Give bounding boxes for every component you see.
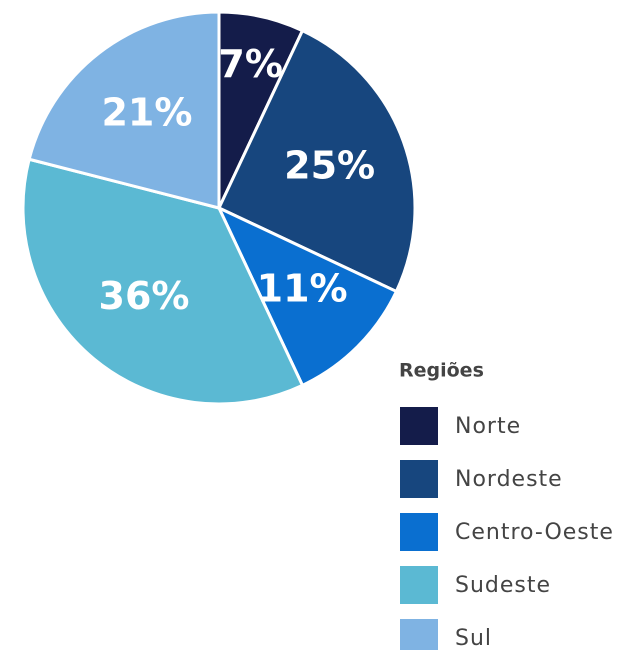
data-label: 7% xyxy=(218,42,283,86)
legend-swatch xyxy=(400,407,438,445)
data-label: 11% xyxy=(257,267,348,311)
data-label: 21% xyxy=(101,91,192,135)
legend-swatch xyxy=(400,619,438,650)
pie-slice xyxy=(27,10,221,210)
legend-swatch xyxy=(400,460,438,498)
legend-swatch xyxy=(400,566,438,604)
legend-label: Norte xyxy=(455,414,521,439)
pie-slice xyxy=(215,204,399,388)
data-label: 25% xyxy=(284,144,375,188)
legend-title: Regiões xyxy=(399,360,484,382)
legend-label: Nordeste xyxy=(455,467,563,492)
pie-slice xyxy=(21,157,305,406)
data-label: 36% xyxy=(99,274,190,318)
pie-slice xyxy=(217,28,417,294)
legend-label: Sul xyxy=(455,626,492,650)
legend-label: Sudeste xyxy=(455,573,551,598)
legend-swatch xyxy=(400,513,438,551)
legend-label: Centro-Oeste xyxy=(455,520,614,545)
